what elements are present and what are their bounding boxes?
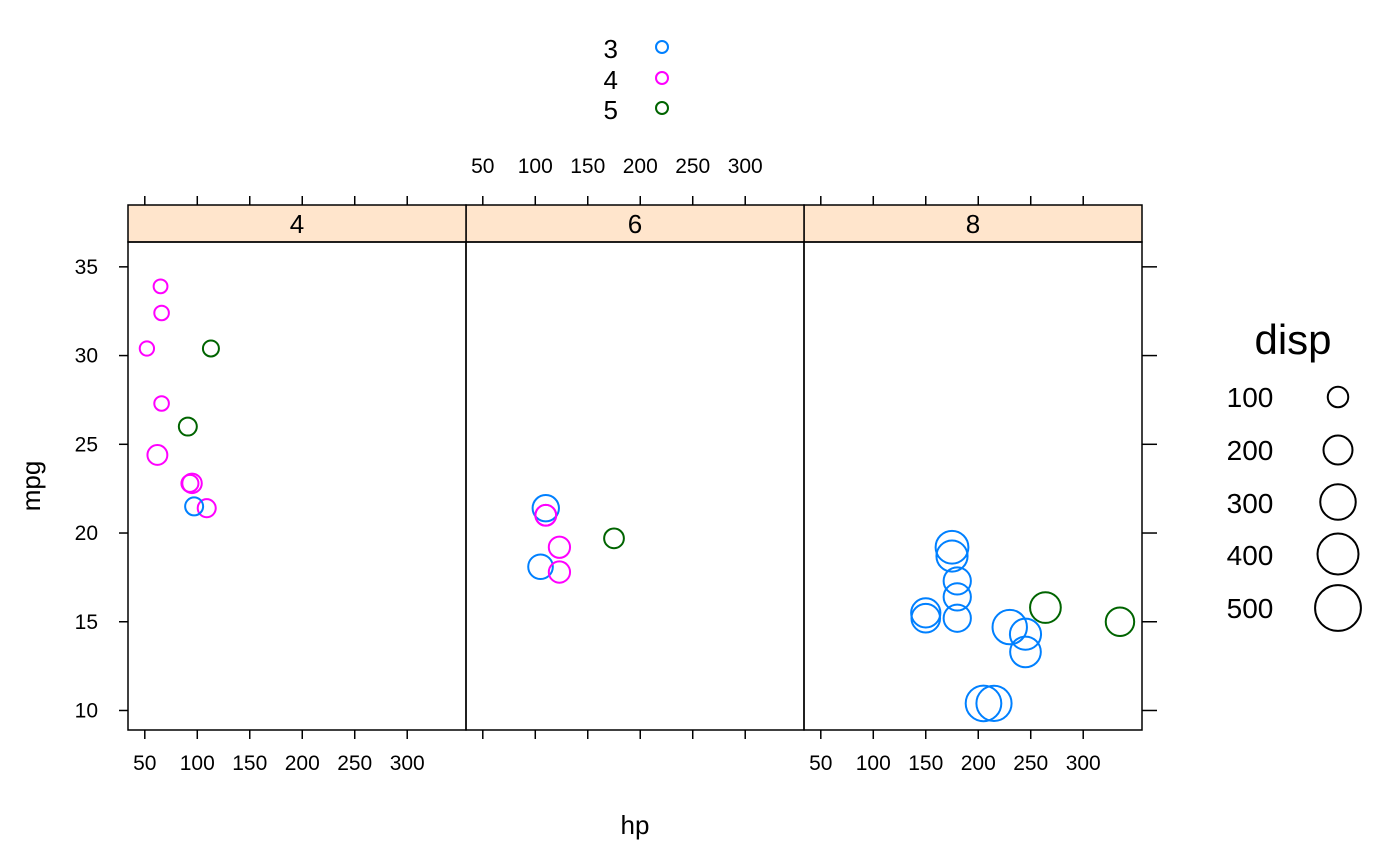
group-legend: 3 4 5 bbox=[604, 34, 669, 125]
group-legend-symbol-3 bbox=[655, 40, 669, 54]
x-tick-label: 250 bbox=[675, 155, 710, 178]
size-legend-title: disp bbox=[1254, 316, 1331, 363]
y-tick-label: 35 bbox=[75, 256, 98, 279]
x-tick-label: 200 bbox=[285, 752, 320, 775]
group-legend-symbol-4 bbox=[655, 71, 669, 85]
data-point bbox=[910, 602, 942, 634]
size-legend-label-500: 500 bbox=[1227, 593, 1274, 624]
data-point bbox=[991, 608, 1028, 646]
group-legend-label-3: 3 bbox=[604, 34, 618, 64]
x-tick-label: 250 bbox=[337, 752, 372, 775]
panel-strips: 4 6 8 bbox=[127, 204, 1143, 243]
size-legend: disp 100 200 300 400 500 bbox=[1227, 316, 1362, 632]
data-point bbox=[964, 684, 1003, 723]
size-legend-label-100: 100 bbox=[1227, 382, 1274, 413]
x-axis-title: hp bbox=[621, 810, 650, 840]
panel-frame-4 bbox=[127, 241, 467, 731]
x-tick-label: 200 bbox=[623, 155, 658, 178]
data-point bbox=[153, 304, 170, 322]
y-tick-label: 25 bbox=[75, 433, 98, 456]
y-tick-label: 10 bbox=[75, 699, 98, 722]
y-tick-label: 20 bbox=[75, 522, 98, 545]
x-tick-label: 300 bbox=[728, 155, 763, 178]
x-tick-label: 300 bbox=[1066, 752, 1101, 775]
x-tick-label: 50 bbox=[809, 752, 832, 775]
strip-label-8: 8 bbox=[966, 209, 980, 239]
data-point bbox=[910, 597, 942, 629]
data-point bbox=[153, 395, 170, 412]
group-legend-symbol-5 bbox=[655, 101, 669, 115]
y-tick-label: 15 bbox=[75, 611, 98, 634]
data-point bbox=[152, 278, 169, 295]
x-tick-label: 100 bbox=[856, 752, 891, 775]
size-legend-label-400: 400 bbox=[1227, 540, 1274, 571]
data-point bbox=[184, 496, 205, 517]
data-point bbox=[534, 503, 558, 527]
size-legend-symbol-500 bbox=[1314, 584, 1362, 632]
size-legend-symbol-300 bbox=[1319, 483, 1357, 521]
panel-frame-8 bbox=[803, 241, 1143, 731]
y-axis-title: mpg bbox=[16, 461, 46, 512]
data-point bbox=[177, 416, 198, 437]
strip-8 bbox=[803, 204, 1143, 243]
x-tick-label: 300 bbox=[390, 752, 425, 775]
data-point bbox=[1029, 591, 1062, 624]
size-legend-symbol-100 bbox=[1326, 385, 1350, 409]
data-point bbox=[935, 539, 969, 573]
data-point bbox=[181, 472, 203, 495]
x-tick-label: 150 bbox=[570, 155, 605, 178]
data-point bbox=[975, 684, 1013, 722]
x-tick-label: 100 bbox=[518, 155, 553, 178]
size-legend-symbol-400 bbox=[1316, 532, 1360, 576]
x-tick-label: 50 bbox=[471, 155, 494, 178]
strip-label-6: 6 bbox=[628, 209, 642, 239]
data-point bbox=[1009, 635, 1042, 669]
y-tick-label: 30 bbox=[75, 345, 98, 368]
size-legend-symbol-200 bbox=[1322, 434, 1354, 466]
data-points bbox=[138, 278, 1136, 723]
data-point bbox=[547, 560, 572, 584]
data-point bbox=[603, 527, 625, 550]
data-point bbox=[146, 444, 169, 466]
data-point bbox=[942, 603, 972, 633]
strip-label-4: 4 bbox=[290, 209, 304, 239]
group-legend-label-5: 5 bbox=[604, 95, 618, 125]
group-legend-label-4: 4 bbox=[604, 65, 618, 95]
size-legend-label-200: 200 bbox=[1227, 435, 1274, 466]
x-tick-label: 200 bbox=[961, 752, 996, 775]
size-legend-label-300: 300 bbox=[1227, 488, 1274, 519]
x-tick-label: 100 bbox=[180, 752, 215, 775]
data-point bbox=[138, 340, 156, 357]
data-point bbox=[196, 498, 217, 519]
panel-frame-6 bbox=[465, 241, 805, 731]
strip-6 bbox=[465, 204, 805, 243]
x-tick-label: 150 bbox=[232, 752, 267, 775]
data-point bbox=[942, 582, 972, 612]
x-tick-label: 150 bbox=[908, 752, 943, 775]
data-point bbox=[942, 566, 972, 596]
data-point bbox=[547, 535, 572, 559]
data-point bbox=[527, 553, 554, 581]
data-point bbox=[1104, 606, 1136, 637]
data-point bbox=[201, 339, 220, 358]
x-tick-label: 50 bbox=[133, 752, 156, 775]
data-point bbox=[934, 529, 970, 565]
data-point bbox=[531, 494, 560, 523]
axes: 50 100 150 200 250 300 50 100 150 200 250 300 50 100 1… bbox=[75, 155, 1157, 775]
x-tick-label: 250 bbox=[1013, 752, 1048, 775]
